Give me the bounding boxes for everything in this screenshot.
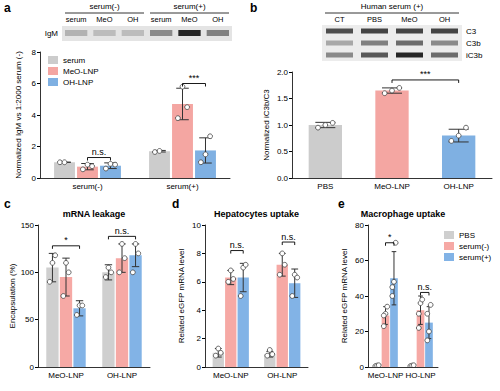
svg-text:serum(-): serum(-) [89,2,120,11]
svg-text:Encapsulation (%): Encapsulation (%) [8,263,17,328]
svg-text:0.0: 0.0 [277,174,289,183]
svg-text:serum: serum [66,15,87,24]
svg-text:OH-LNP: OH-LNP [267,371,297,380]
svg-text:8: 8 [197,249,202,258]
svg-text:b: b [250,1,257,15]
svg-text:Related eGFP mRNA level: Related eGFP mRNA level [177,249,186,344]
svg-text:Human serum (+): Human serum (+) [361,2,424,11]
svg-text:n.s.: n.s. [281,232,296,242]
svg-text:PBS: PBS [317,182,333,191]
svg-text:10: 10 [192,221,201,230]
svg-text:n.s.: n.s. [230,240,245,250]
svg-text:n.s.: n.s. [417,282,432,292]
svg-text:MeO-LNP: MeO-LNP [63,67,99,76]
svg-text:2.0: 2.0 [277,68,289,77]
svg-text:MeO: MeO [401,15,417,24]
svg-text:C3: C3 [466,27,477,36]
svg-text:Related eGFP mRNA level: Related eGFP mRNA level [340,249,349,344]
svg-text:MeO-LNP: MeO-LNP [48,371,84,380]
svg-text:serum: serum [151,15,172,24]
svg-text:CT: CT [335,15,345,24]
svg-text:OH-LNP: OH-LNP [444,182,474,191]
svg-text:Normalized iC3b/C3: Normalized iC3b/C3 [262,89,271,161]
svg-text:C3b: C3b [466,39,481,48]
svg-text:a: a [4,1,11,15]
svg-text:n.s.: n.s. [115,226,130,236]
svg-text:serum(-): serum(-) [459,242,490,251]
svg-text:2: 2 [32,142,37,151]
svg-text:***: *** [189,73,200,83]
svg-text:Macrophage uptake: Macrophage uptake [361,209,446,219]
svg-text:iC3b: iC3b [466,51,483,60]
svg-text:***: *** [420,69,431,79]
svg-text:OH: OH [212,15,223,24]
svg-text:Hepatocytes uptake: Hepatocytes uptake [214,209,299,219]
svg-text:serum(-): serum(-) [72,182,103,191]
svg-text:*: * [388,232,392,242]
svg-text:80: 80 [355,221,364,230]
svg-text:Normalized IgM vs 1:2000 serum: Normalized IgM vs 1:2000 serum (-) [14,51,23,179]
svg-text:2: 2 [197,334,202,343]
svg-text:d: d [172,197,179,211]
svg-text:0: 0 [32,174,37,183]
svg-text:IgM: IgM [45,29,59,38]
svg-text:serum: serum [63,56,86,65]
svg-text:OH: OH [439,15,450,24]
svg-text:serum(+): serum(+) [166,182,199,191]
svg-text:serum(+): serum(+) [173,2,206,11]
svg-text:4: 4 [32,111,37,120]
svg-text:0: 0 [30,363,35,372]
svg-text:PBS: PBS [367,15,382,24]
svg-text:c: c [4,197,11,211]
svg-text:MeO: MeO [181,15,197,24]
svg-text:6: 6 [32,79,37,88]
svg-text:1.5: 1.5 [277,94,289,103]
svg-text:OH-LNP: OH-LNP [107,371,137,380]
svg-text:HO-LNP: HO-LNP [405,371,435,380]
svg-text:6: 6 [197,277,202,286]
svg-text:50: 50 [25,315,34,324]
svg-text:MeO-LNP: MeO-LNP [213,371,249,380]
svg-text:150: 150 [21,221,35,230]
svg-text:8: 8 [32,48,37,57]
svg-text:MeO-LNP: MeO-LNP [368,371,404,380]
svg-text:*: * [64,235,68,245]
svg-text:e: e [338,197,345,211]
svg-text:0: 0 [360,363,365,372]
svg-text:serum(+): serum(+) [459,253,492,262]
svg-text:40: 40 [355,292,364,301]
svg-text:100: 100 [21,268,35,277]
svg-text:20: 20 [355,327,364,336]
svg-text:1.0: 1.0 [277,121,289,130]
svg-text:MeO-LNP: MeO-LNP [374,182,410,191]
svg-text:4: 4 [197,306,202,315]
svg-text:mRNA leakage: mRNA leakage [63,209,126,219]
svg-text:OH: OH [127,15,138,24]
svg-text:n.s.: n.s. [92,147,107,157]
svg-text:OH-LNP: OH-LNP [63,78,93,87]
svg-text:60: 60 [355,256,364,265]
svg-text:PBS: PBS [459,231,475,240]
svg-text:0.5: 0.5 [277,147,289,156]
svg-text:0: 0 [197,363,202,372]
svg-text:MeO: MeO [96,15,112,24]
